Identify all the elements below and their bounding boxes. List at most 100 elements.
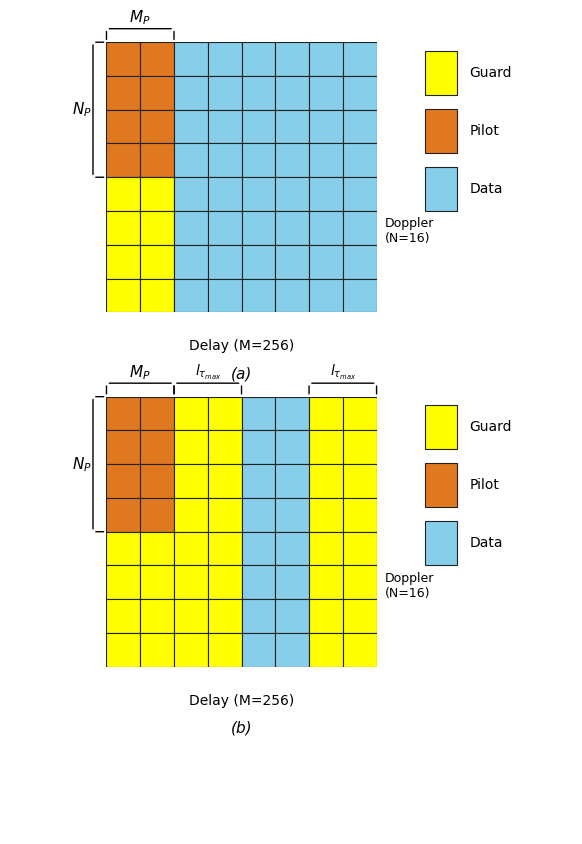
Bar: [242, 42, 275, 76]
Bar: [107, 397, 140, 430]
Bar: [107, 143, 140, 177]
Bar: [275, 599, 309, 633]
Text: Pilot: Pilot: [470, 124, 499, 138]
Text: Data: Data: [470, 181, 503, 196]
Text: Data: Data: [470, 536, 503, 550]
Bar: [140, 42, 174, 76]
Text: Doppler
(N=16): Doppler (N=16): [385, 217, 434, 246]
Bar: [343, 177, 377, 211]
Bar: [275, 464, 309, 498]
Bar: [309, 397, 343, 430]
Bar: [107, 211, 140, 245]
Bar: [309, 565, 343, 599]
Bar: [275, 397, 309, 430]
Bar: [208, 498, 242, 532]
Bar: [140, 177, 174, 211]
Bar: [275, 430, 309, 464]
Text: Pilot: Pilot: [470, 479, 499, 492]
Bar: [107, 599, 140, 633]
Bar: [140, 279, 174, 312]
Bar: [107, 279, 140, 312]
Bar: [275, 143, 309, 177]
Bar: [425, 167, 457, 211]
Bar: [275, 245, 309, 279]
Bar: [140, 430, 174, 464]
Bar: [208, 245, 242, 279]
Bar: [242, 143, 275, 177]
Bar: [174, 430, 208, 464]
Bar: [208, 177, 242, 211]
Bar: [343, 110, 377, 143]
Bar: [309, 532, 343, 565]
Bar: [309, 211, 343, 245]
Bar: [140, 143, 174, 177]
Bar: [174, 633, 208, 667]
Bar: [174, 498, 208, 532]
Bar: [140, 397, 174, 430]
Bar: [242, 633, 275, 667]
Bar: [107, 532, 140, 565]
Bar: [208, 633, 242, 667]
Text: Delay (M=256): Delay (M=256): [189, 694, 294, 708]
Bar: [309, 279, 343, 312]
Bar: [242, 110, 275, 143]
Bar: [208, 397, 242, 430]
Bar: [343, 599, 377, 633]
Bar: [174, 397, 208, 430]
Bar: [309, 633, 343, 667]
Text: Guard: Guard: [470, 66, 512, 80]
Bar: [107, 565, 140, 599]
Bar: [174, 532, 208, 565]
Bar: [107, 498, 140, 532]
Text: (a): (a): [231, 366, 252, 381]
Bar: [174, 177, 208, 211]
Bar: [140, 498, 174, 532]
Bar: [174, 42, 208, 76]
Bar: [425, 51, 457, 95]
Bar: [208, 532, 242, 565]
Bar: [174, 279, 208, 312]
Bar: [343, 633, 377, 667]
Bar: [309, 143, 343, 177]
Bar: [242, 532, 275, 565]
Bar: [242, 599, 275, 633]
Bar: [107, 110, 140, 143]
Bar: [425, 109, 457, 153]
Bar: [107, 177, 140, 211]
Bar: [140, 245, 174, 279]
Bar: [107, 76, 140, 110]
Bar: [343, 498, 377, 532]
Bar: [140, 532, 174, 565]
Bar: [174, 143, 208, 177]
Bar: [242, 565, 275, 599]
Bar: [309, 464, 343, 498]
Bar: [107, 464, 140, 498]
Bar: [208, 76, 242, 110]
Bar: [242, 279, 275, 312]
Bar: [107, 42, 140, 76]
Text: Delay (M=256): Delay (M=256): [189, 339, 294, 354]
Text: (b): (b): [230, 721, 253, 736]
Bar: [174, 211, 208, 245]
Bar: [140, 76, 174, 110]
Bar: [425, 405, 457, 449]
Bar: [140, 633, 174, 667]
Bar: [343, 397, 377, 430]
Bar: [208, 110, 242, 143]
Bar: [242, 464, 275, 498]
Bar: [174, 245, 208, 279]
Bar: [275, 110, 309, 143]
Bar: [208, 464, 242, 498]
Bar: [343, 532, 377, 565]
Bar: [343, 42, 377, 76]
Bar: [309, 498, 343, 532]
Bar: [309, 42, 343, 76]
Bar: [275, 565, 309, 599]
Bar: [174, 565, 208, 599]
Bar: [208, 211, 242, 245]
Bar: [242, 245, 275, 279]
Bar: [208, 565, 242, 599]
Bar: [309, 430, 343, 464]
Text: $l_{\tau_{max}}$: $l_{\tau_{max}}$: [329, 363, 356, 381]
Bar: [343, 565, 377, 599]
